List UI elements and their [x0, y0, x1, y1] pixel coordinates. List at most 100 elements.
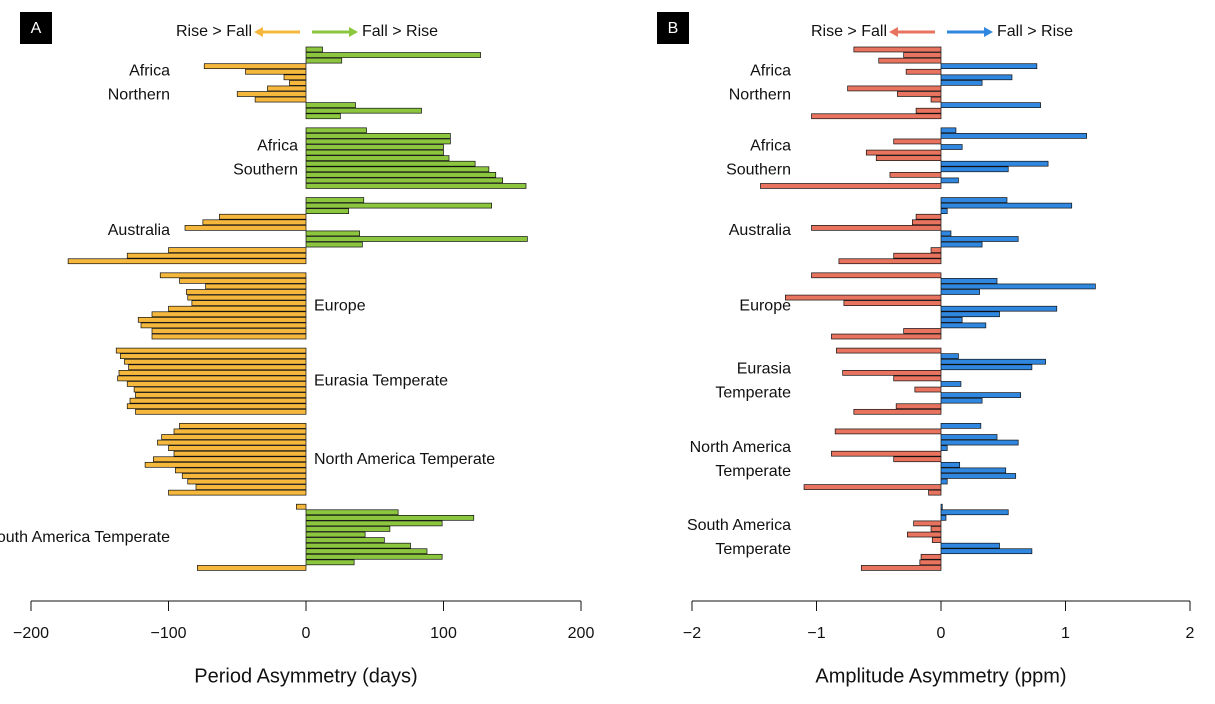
bar — [197, 565, 307, 571]
bar — [195, 484, 307, 490]
bar — [305, 183, 527, 189]
bar — [151, 333, 307, 340]
bar — [893, 375, 942, 382]
bar — [912, 219, 942, 226]
bar — [151, 311, 307, 318]
bar — [940, 467, 1007, 474]
legend-left: Rise > Fall — [176, 23, 252, 40]
bar — [305, 236, 528, 242]
bar — [930, 526, 942, 532]
bar — [940, 445, 948, 451]
bar — [878, 57, 942, 64]
bar — [914, 386, 942, 393]
bar — [124, 358, 307, 365]
bar — [305, 144, 444, 150]
panel-letter: A — [31, 20, 42, 37]
bar — [305, 515, 475, 521]
bar — [940, 423, 982, 429]
bar — [940, 316, 963, 323]
bar — [940, 160, 1049, 167]
bar — [283, 74, 307, 81]
bar — [254, 96, 307, 103]
bar — [181, 473, 307, 479]
bar — [940, 144, 963, 150]
bar — [120, 353, 307, 359]
x-tick-label: 200 — [568, 625, 595, 642]
bar — [191, 300, 307, 306]
bar — [940, 503, 943, 510]
x-axis-title: Amplitude Asymmetry (ppm) — [815, 665, 1066, 687]
bar — [915, 213, 942, 220]
bar — [803, 484, 942, 490]
bar — [305, 46, 323, 53]
legend-right: Fall > Rise — [362, 23, 438, 40]
bar — [126, 381, 307, 387]
bar — [179, 423, 307, 429]
bar — [159, 272, 307, 279]
bar — [168, 489, 307, 496]
bar — [305, 202, 492, 209]
bar — [126, 403, 307, 410]
legend-left: Rise > Fall — [811, 23, 887, 40]
x-tick-label: −2 — [683, 625, 701, 642]
bar — [219, 213, 307, 220]
bar — [940, 74, 1013, 81]
x-tick-label: 1 — [1061, 625, 1070, 642]
x-axis-title: Period Asymmetry (days) — [194, 665, 417, 687]
bar — [187, 294, 307, 301]
bar — [305, 537, 385, 543]
bar — [129, 397, 307, 404]
bar — [831, 450, 942, 457]
bar — [913, 520, 942, 527]
group-label: Africa — [257, 138, 298, 155]
bar — [305, 107, 422, 114]
bar — [135, 408, 307, 415]
group-label: Temperate — [715, 385, 791, 402]
bar — [173, 450, 307, 457]
bar — [930, 247, 942, 253]
bar — [940, 353, 959, 359]
bar — [289, 80, 307, 86]
bar — [940, 478, 948, 485]
bar — [203, 63, 307, 70]
bar — [940, 133, 1088, 139]
group-label: Africa — [750, 138, 791, 155]
legend-arrowhead-left — [254, 27, 263, 37]
panel-letter: B — [668, 20, 679, 37]
bar — [940, 278, 998, 284]
bar — [940, 102, 1041, 108]
bar — [831, 333, 942, 340]
bar — [940, 241, 983, 248]
bar — [305, 127, 367, 134]
bar — [305, 531, 366, 538]
group-label: Eurasia Temperate — [314, 373, 448, 390]
bar — [940, 461, 961, 468]
bar — [305, 160, 476, 167]
bar — [245, 68, 307, 75]
bar — [305, 155, 450, 161]
bar — [168, 445, 307, 451]
bar — [940, 177, 959, 184]
bar — [811, 113, 942, 120]
bar — [940, 381, 962, 387]
bar — [305, 172, 497, 178]
x-tick-label: 0 — [937, 625, 946, 642]
bar — [305, 509, 399, 516]
bar — [915, 107, 942, 114]
group-label: Northern — [729, 86, 791, 103]
bar — [118, 370, 307, 376]
bar — [834, 428, 942, 435]
bar — [903, 52, 942, 58]
group-label: Eurasia — [737, 361, 791, 378]
bar — [940, 166, 1009, 173]
bar — [940, 322, 987, 329]
bar — [940, 509, 1009, 516]
bar — [305, 553, 443, 560]
bar — [115, 347, 307, 354]
bar — [940, 392, 1022, 398]
bar — [928, 489, 942, 496]
bar — [305, 197, 365, 203]
bar — [940, 358, 1046, 365]
bar — [907, 531, 942, 538]
